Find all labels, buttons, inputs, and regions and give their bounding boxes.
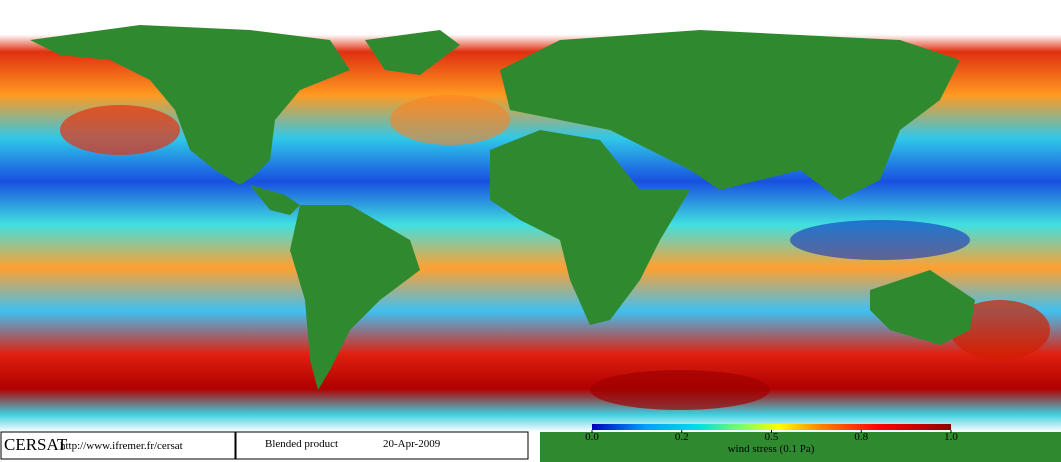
date: 20-Apr-2009 bbox=[383, 438, 441, 450]
eurasia bbox=[500, 30, 960, 200]
ocean-patch bbox=[950, 300, 1050, 360]
land bbox=[30, 25, 1061, 462]
ocean-patch bbox=[60, 105, 180, 155]
colorbar-tick-label: 0.0 bbox=[585, 431, 599, 443]
colorbar: wind stress (0.1 Pa) 0.0 0.2 0.5 0.8 1.0 bbox=[585, 424, 958, 455]
colorbar-tick-label: 0.2 bbox=[675, 431, 689, 443]
north-america bbox=[30, 25, 350, 185]
colorbar-tick-label: 0.5 bbox=[765, 431, 779, 443]
logo: CERSAT bbox=[4, 435, 68, 454]
antarctica bbox=[540, 432, 1061, 462]
logo-box bbox=[0, 431, 236, 460]
ocean-patch bbox=[390, 95, 510, 145]
central-america bbox=[250, 185, 300, 215]
africa bbox=[490, 130, 690, 325]
product: Blended product bbox=[265, 438, 338, 450]
colorbar-tick-label: 0.8 bbox=[854, 431, 868, 443]
url: http://www.ifremer.fr/cersat bbox=[60, 440, 183, 452]
colorbar-tick-label: 1.0 bbox=[944, 431, 958, 443]
ocean-patch bbox=[790, 220, 970, 260]
greenland bbox=[365, 30, 460, 75]
footer: CERSAT http://www.ifremer.fr/cersat Blen… bbox=[0, 431, 529, 460]
colorbar-gradient bbox=[592, 424, 951, 430]
ocean-patch bbox=[590, 370, 770, 410]
south-america bbox=[290, 205, 420, 390]
product-box bbox=[235, 431, 529, 460]
australia bbox=[870, 270, 975, 345]
colorbar-title: wind stress (0.1 Pa) bbox=[728, 443, 815, 455]
